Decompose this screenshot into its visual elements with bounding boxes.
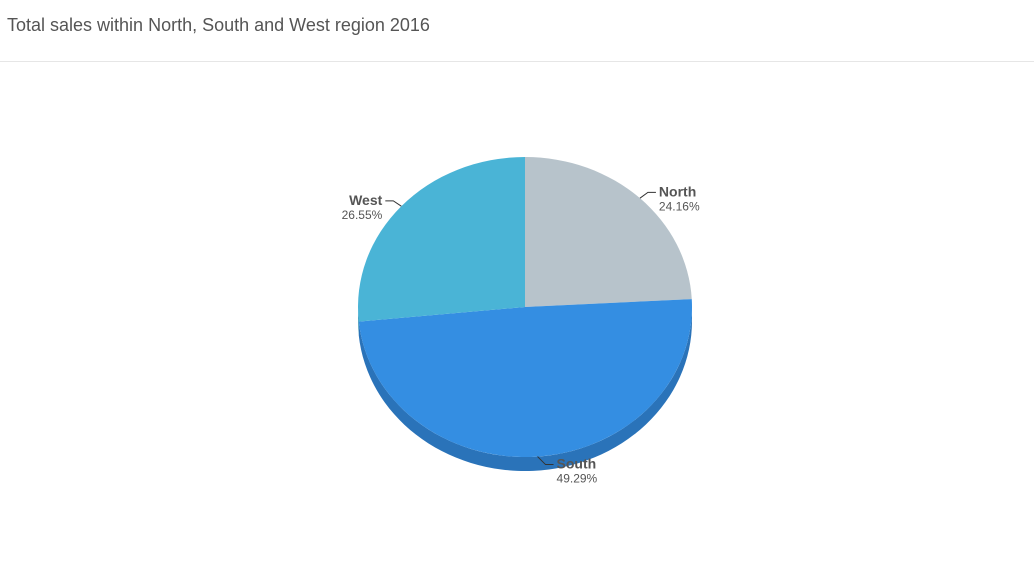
slice-label-south: South: [557, 456, 597, 472]
slice-label-west: West: [349, 192, 383, 208]
pie-slice-layer: [358, 157, 692, 457]
leader-line-north: [639, 191, 656, 199]
leader-line-south: [537, 456, 554, 466]
chart-header: Total sales within North, South and West…: [0, 0, 1034, 62]
slice-label-north: North: [659, 183, 696, 199]
pie-slice-north[interactable]: [525, 157, 692, 307]
slice-value-south: 49.29%: [557, 472, 598, 486]
pie-slice-west[interactable]: [358, 157, 525, 322]
slice-value-west: 26.55%: [342, 208, 383, 222]
pie-slice-side-west: [358, 307, 359, 336]
chart-title: Total sales within North, South and West…: [7, 15, 430, 35]
slice-value-north: 24.16%: [659, 199, 700, 213]
leader-line-west: [385, 200, 402, 207]
pie-slice-south[interactable]: [358, 299, 692, 457]
pie-depth-layer: [358, 307, 692, 471]
